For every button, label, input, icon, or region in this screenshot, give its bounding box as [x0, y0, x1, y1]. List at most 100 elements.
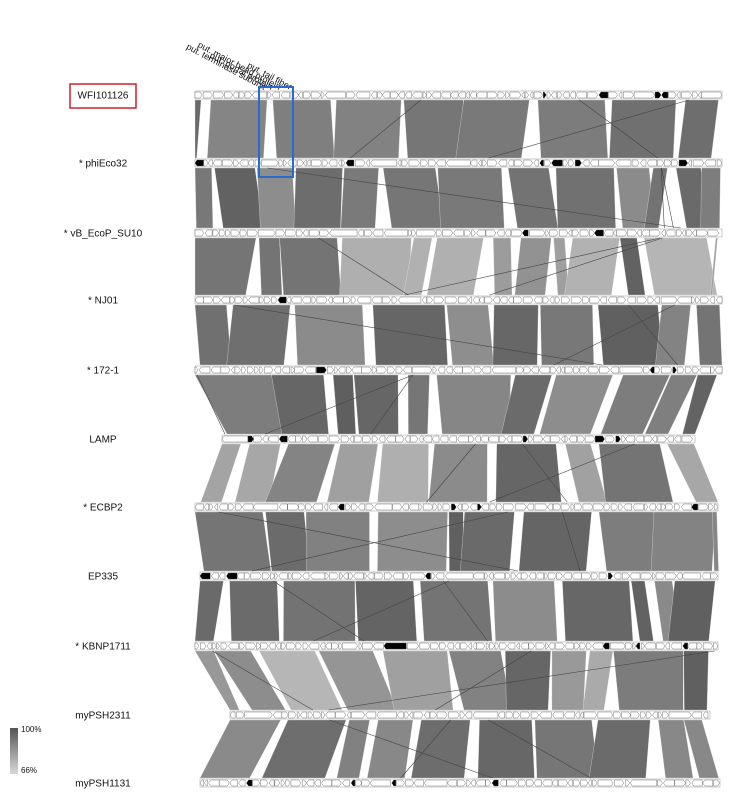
gene: [530, 711, 539, 719]
gene: [468, 435, 475, 443]
gene: [493, 572, 505, 580]
band: [455, 99, 530, 159]
gene: [268, 435, 279, 443]
gene: [499, 435, 506, 443]
gene: [575, 91, 587, 99]
gene: [287, 435, 296, 443]
gene: [594, 229, 604, 237]
gene: [298, 91, 303, 99]
gene: [535, 572, 544, 580]
gene: [313, 711, 322, 719]
gene: [404, 711, 410, 719]
gene: [295, 642, 302, 650]
gene: [448, 711, 460, 719]
gene: [254, 366, 259, 374]
gene: [216, 642, 220, 650]
band: [377, 511, 448, 572]
gene: [579, 366, 588, 374]
gene: [262, 435, 269, 443]
gene: [552, 711, 564, 719]
gene: [464, 229, 471, 237]
gene: [692, 366, 699, 374]
gene: [481, 503, 489, 511]
gene: [404, 435, 411, 443]
gene: [281, 711, 289, 719]
gene: [472, 296, 480, 304]
gene: [522, 435, 528, 443]
gene: [504, 229, 511, 237]
gene: [259, 366, 264, 374]
gene: [549, 296, 555, 304]
gene: [561, 296, 571, 304]
gene: [545, 642, 549, 650]
gene: [204, 229, 213, 237]
gene: [225, 229, 231, 237]
gene: [453, 229, 464, 237]
gene: [477, 503, 482, 511]
gene: [220, 642, 228, 650]
gene: [244, 572, 251, 580]
gene: [285, 229, 297, 237]
gene: [241, 366, 247, 374]
gene: [365, 711, 377, 719]
gene: [395, 435, 405, 443]
gene: [516, 642, 520, 650]
gene: [307, 435, 318, 443]
gene: [218, 572, 226, 580]
gene: [678, 159, 688, 167]
gene: [374, 503, 393, 511]
gene: [236, 572, 245, 580]
band: [460, 511, 515, 572]
gene: [430, 642, 440, 650]
gene: [681, 503, 692, 511]
gene: [627, 229, 637, 237]
gene: [597, 779, 614, 787]
gene: [472, 572, 485, 580]
band: [644, 167, 668, 229]
gene: [290, 366, 295, 374]
cross-link: [489, 237, 663, 296]
cross-link: [661, 167, 674, 229]
gene: [403, 366, 412, 374]
gene: [210, 366, 222, 374]
band: [564, 237, 620, 296]
gene: [211, 572, 219, 580]
gene: [370, 159, 398, 167]
gene: [491, 779, 499, 787]
genome-label: * KBNP1711: [75, 642, 131, 653]
gene: [339, 572, 344, 580]
gene: [506, 435, 513, 443]
gene: [413, 779, 424, 787]
cross-link: [426, 443, 476, 503]
gene: [278, 572, 288, 580]
gene: [692, 159, 705, 167]
gene: [478, 159, 482, 167]
gene: [573, 779, 581, 787]
gene: [288, 711, 297, 719]
gene: [327, 366, 334, 374]
gene: [263, 296, 271, 304]
gene: [306, 779, 315, 787]
gene: [212, 229, 219, 237]
gene: [581, 572, 592, 580]
gene: [564, 366, 574, 374]
gene: [290, 296, 302, 304]
gene: [548, 642, 555, 650]
gene: [621, 435, 626, 443]
gene: [654, 366, 661, 374]
gene: [331, 642, 339, 650]
gene: [602, 642, 610, 650]
gene: [701, 572, 711, 580]
gene: [212, 642, 217, 650]
gene: [320, 91, 325, 99]
gene: [608, 572, 613, 580]
gene: [413, 711, 424, 719]
gene: [550, 366, 557, 374]
gene: [491, 366, 516, 374]
band: [500, 374, 552, 435]
gene: [691, 711, 702, 719]
band: [710, 237, 718, 296]
gene: [696, 642, 703, 650]
band: [403, 237, 433, 296]
gene: [622, 572, 630, 580]
